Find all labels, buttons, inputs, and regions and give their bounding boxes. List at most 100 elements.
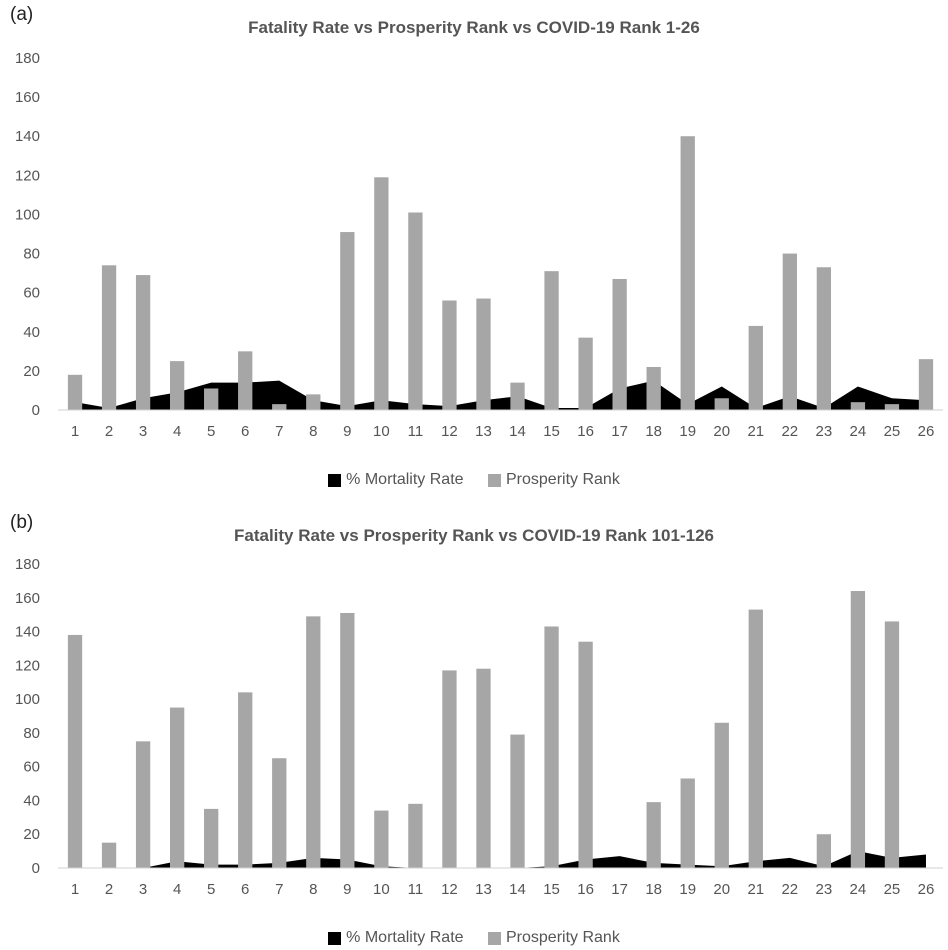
prosperity-bar bbox=[67, 374, 83, 410]
x-tick-label: 15 bbox=[543, 423, 560, 440]
x-tick-label: 23 bbox=[816, 881, 833, 898]
x-tick-label: 4 bbox=[173, 881, 181, 898]
prosperity-bar bbox=[510, 734, 525, 868]
legend-item-mortality: % Mortality Rate bbox=[328, 929, 464, 947]
x-tick-label: 18 bbox=[645, 881, 662, 898]
panel-label: (a) bbox=[10, 4, 34, 25]
x-tick-label: 11 bbox=[408, 423, 424, 440]
y-tick-label: 40 bbox=[23, 792, 40, 809]
x-tick-label: 10 bbox=[373, 881, 390, 898]
prosperity-bar bbox=[680, 136, 695, 410]
x-tick-label: 18 bbox=[645, 423, 662, 440]
x-tick-label: 16 bbox=[577, 881, 594, 898]
x-tick-label: 22 bbox=[781, 881, 798, 898]
prosperity-bar bbox=[646, 802, 661, 868]
prosperity-bar bbox=[884, 621, 900, 868]
prosperity-bar bbox=[306, 616, 321, 868]
prosperity-bar bbox=[204, 808, 219, 868]
y-tick-label: 20 bbox=[23, 826, 40, 843]
prosperity-bar bbox=[408, 803, 423, 868]
x-tick-label: 14 bbox=[509, 881, 526, 898]
y-tick-label: 0 bbox=[32, 860, 40, 877]
chart-title: Fatality Rate vs Prosperity Rank vs COVI… bbox=[234, 526, 714, 545]
prosperity-bar bbox=[578, 337, 593, 410]
y-tick-label: 60 bbox=[23, 285, 40, 302]
y-tick-label: 40 bbox=[23, 324, 40, 341]
prosperity-bar bbox=[408, 212, 423, 410]
prosperity-bar bbox=[476, 298, 491, 410]
y-tick-label: 160 bbox=[15, 590, 40, 607]
legend-label: % Mortality Rate bbox=[346, 471, 464, 488]
y-tick-label: 120 bbox=[15, 657, 40, 674]
x-tick-label: 24 bbox=[850, 423, 867, 440]
x-tick-label: 26 bbox=[918, 881, 935, 898]
y-tick-label: 80 bbox=[23, 246, 40, 263]
legend-swatch-black bbox=[328, 473, 342, 487]
prosperity-bar bbox=[850, 402, 866, 410]
x-tick-label: 20 bbox=[713, 881, 730, 898]
prosperity-bar bbox=[374, 810, 389, 868]
prosperity-bar bbox=[510, 382, 525, 410]
y-tick-label: 100 bbox=[15, 691, 40, 708]
legend-swatch-gray bbox=[488, 931, 501, 945]
x-tick-label: 10 bbox=[373, 423, 390, 440]
x-tick-label: 12 bbox=[441, 423, 458, 440]
x-tick-label: 8 bbox=[309, 423, 317, 440]
prosperity-bar bbox=[238, 692, 253, 868]
x-tick-label: 11 bbox=[408, 881, 424, 898]
x-tick-label: 26 bbox=[918, 423, 935, 440]
legend-item-mortality: % Mortality Rate bbox=[328, 471, 464, 489]
prosperity-bar bbox=[442, 300, 457, 410]
prosperity-bar bbox=[850, 591, 866, 868]
legend: % Mortality Rate Prosperity Rank bbox=[0, 471, 948, 492]
x-tick-label: 21 bbox=[747, 423, 764, 440]
prosperity-bar bbox=[612, 278, 627, 410]
prosperity-bar bbox=[374, 177, 389, 410]
prosperity-bar bbox=[169, 361, 185, 410]
prosperity-bar bbox=[340, 612, 355, 868]
x-tick-label: 1 bbox=[71, 881, 79, 898]
prosperity-bar bbox=[748, 609, 763, 868]
prosperity-bar bbox=[272, 404, 287, 410]
x-tick-label: 25 bbox=[884, 881, 901, 898]
x-tick-label: 4 bbox=[173, 423, 181, 440]
x-tick-label: 19 bbox=[679, 423, 696, 440]
prosperity-bar bbox=[169, 707, 185, 868]
y-tick-label: 140 bbox=[15, 128, 40, 145]
y-tick-label: 100 bbox=[15, 206, 40, 223]
x-tick-label: 2 bbox=[105, 881, 113, 898]
x-tick-label: 25 bbox=[884, 423, 901, 440]
x-tick-label: 20 bbox=[713, 423, 730, 440]
x-tick-label: 13 bbox=[475, 881, 492, 898]
x-tick-label: 9 bbox=[343, 423, 351, 440]
legend-label: % Mortality Rate bbox=[346, 929, 464, 946]
legend-label: Prosperity Rank bbox=[506, 471, 620, 488]
prosperity-bar bbox=[544, 626, 559, 868]
prosperity-bar bbox=[272, 758, 287, 868]
x-tick-label: 1 bbox=[71, 423, 79, 440]
y-tick-label: 180 bbox=[15, 50, 40, 67]
prosperity-bar bbox=[442, 670, 457, 868]
legend: % Mortality Rate Prosperity Rank bbox=[0, 929, 948, 950]
prosperity-bar bbox=[135, 741, 151, 868]
x-tick-label: 22 bbox=[781, 423, 798, 440]
legend-swatch-black bbox=[328, 931, 342, 945]
x-tick-label: 7 bbox=[275, 423, 283, 440]
chart-title: Fatality Rate vs Prosperity Rank vs COVI… bbox=[248, 18, 700, 37]
x-tick-label: 24 bbox=[850, 881, 867, 898]
prosperity-bar bbox=[204, 388, 219, 410]
prosperity-bar bbox=[816, 267, 832, 410]
chart-panel-b: (b) Fatality Rate vs Prosperity Rank vs … bbox=[0, 508, 948, 950]
x-tick-label: 3 bbox=[139, 423, 147, 440]
x-tick-label: 14 bbox=[509, 423, 526, 440]
x-tick-label: 12 bbox=[441, 881, 458, 898]
x-tick-label: 2 bbox=[105, 423, 113, 440]
y-tick-label: 180 bbox=[15, 556, 40, 573]
x-tick-label: 16 bbox=[577, 423, 594, 440]
prosperity-bar bbox=[578, 641, 593, 868]
prosperity-bar bbox=[238, 351, 253, 410]
mortality-area bbox=[75, 851, 926, 868]
prosperity-bar bbox=[544, 271, 559, 410]
chart-panel-a: (a) Fatality Rate vs Prosperity Rank vs … bbox=[0, 4, 948, 492]
